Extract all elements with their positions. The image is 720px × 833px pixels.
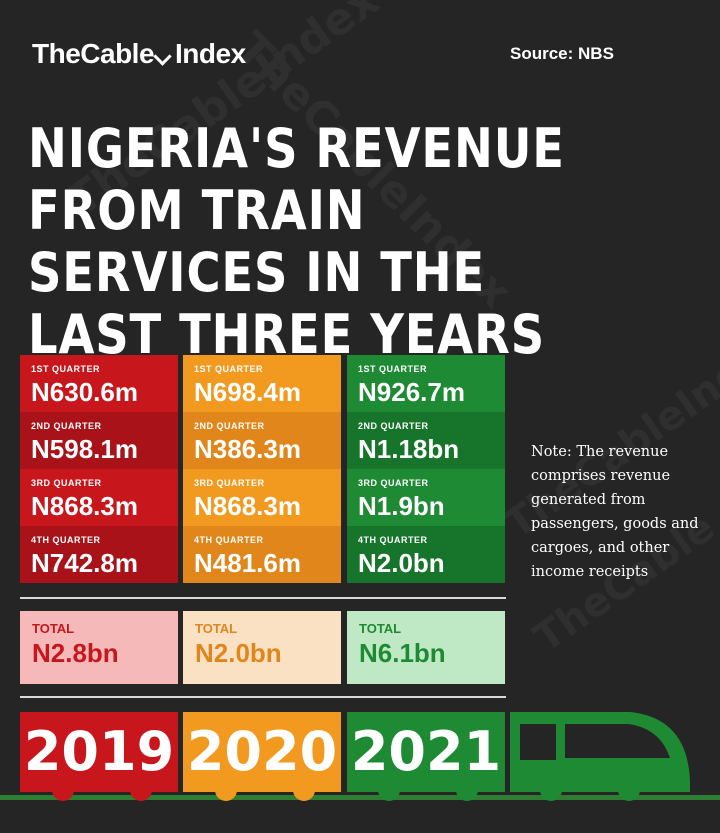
divider	[20, 597, 506, 599]
quarter-cell: 2ND QUARTER N386.3m	[183, 412, 341, 469]
quarter-cell: 1ST QUARTER N926.7m	[347, 355, 505, 412]
note-text: Note: The revenue comprises revenue gene…	[531, 444, 699, 580]
total-value: N6.1bn	[359, 638, 446, 668]
year-2019-car: 2019	[20, 712, 178, 792]
total-2019: TOTAL N2.8bn	[20, 611, 178, 684]
quarter-cell: 2ND QUARTER N598.1m	[20, 412, 178, 469]
total-value: N2.0bn	[195, 638, 282, 668]
wheel	[618, 790, 640, 801]
quarter-label: 1ST QUARTER	[31, 364, 101, 374]
quarter-value: N2.0bn	[358, 548, 445, 578]
quarter-value: N481.6m	[194, 548, 301, 578]
wheel	[130, 790, 152, 801]
year-2021-quarters: 1ST QUARTER N926.7m 2ND QUARTER N1.18bn …	[347, 355, 505, 583]
rail-track	[0, 795, 720, 800]
quarter-value: N630.6m	[31, 377, 138, 407]
quarter-value: N386.3m	[194, 434, 301, 464]
quarter-label: 3RD QUARTER	[31, 478, 102, 488]
quarter-label: 1ST QUARTER	[358, 364, 428, 374]
quarter-cell: 4TH QUARTER N742.8m	[20, 526, 178, 583]
quarter-label: 2ND QUARTER	[194, 421, 265, 431]
wheel	[52, 790, 74, 801]
wheel	[540, 790, 562, 801]
total-label: TOTAL	[32, 621, 75, 636]
quarter-cell: 3RD QUARTER N1.9bn	[347, 469, 505, 526]
divider	[20, 696, 506, 698]
quarter-value: N698.4m	[194, 377, 301, 407]
total-label: TOTAL	[359, 621, 402, 636]
total-2020: TOTAL N2.0bn	[183, 611, 341, 684]
total-label: TOTAL	[195, 621, 238, 636]
quarter-label: 4TH QUARTER	[194, 535, 264, 545]
quarter-value: N868.3m	[31, 491, 138, 521]
quarter-cell: 3RD QUARTER N868.3m	[183, 469, 341, 526]
quarter-value: N742.8m	[31, 548, 138, 578]
year-2020-car: 2020	[183, 712, 341, 792]
wheel	[293, 790, 315, 801]
page-title: NIGERIA'S REVENUE FROM TRAIN SERVICES IN…	[28, 117, 565, 366]
quarter-cell: 3RD QUARTER N868.3m	[20, 469, 178, 526]
year-2020-quarters: 1ST QUARTER N698.4m 2ND QUARTER N386.3m …	[183, 355, 341, 583]
cursor-icon	[153, 47, 172, 66]
quarter-cell: 1ST QUARTER N630.6m	[20, 355, 178, 412]
quarter-value: N1.9bn	[358, 491, 445, 521]
quarter-label: 3RD QUARTER	[358, 478, 429, 488]
quarter-value: N1.18bn	[358, 434, 460, 464]
wheel	[456, 790, 478, 801]
train-icon	[510, 712, 690, 792]
total-2021: TOTAL N6.1bn	[347, 611, 505, 684]
quarter-value: N598.1m	[31, 434, 138, 464]
total-value: N2.8bn	[32, 638, 119, 668]
quarter-cell: 1ST QUARTER N698.4m	[183, 355, 341, 412]
quarter-label: 2ND QUARTER	[31, 421, 102, 431]
wheel	[215, 790, 237, 801]
quarter-label: 3RD QUARTER	[194, 478, 265, 488]
wheel	[378, 790, 400, 801]
brand-logo-suffix: Index	[175, 38, 246, 69]
source-label: Source: NBS	[510, 44, 614, 63]
brand-logo-name: TheCable	[32, 38, 155, 69]
quarter-label: 1ST QUARTER	[194, 364, 264, 374]
quarter-cell: 4TH QUARTER N2.0bn	[347, 526, 505, 583]
quarter-value: N868.3m	[194, 491, 301, 521]
quarter-cell: 4TH QUARTER N481.6m	[183, 526, 341, 583]
brand-logo: TheCable Index	[32, 38, 246, 70]
quarter-label: 4TH QUARTER	[358, 535, 428, 545]
quarter-label: 4TH QUARTER	[31, 535, 101, 545]
quarter-cell: 2ND QUARTER N1.18bn	[347, 412, 505, 469]
year-2019-quarters: 1ST QUARTER N630.6m 2ND QUARTER N598.1m …	[20, 355, 178, 583]
quarter-value: N926.7m	[358, 377, 465, 407]
year-2021-car: 2021	[347, 712, 505, 792]
quarter-label: 2ND QUARTER	[358, 421, 429, 431]
